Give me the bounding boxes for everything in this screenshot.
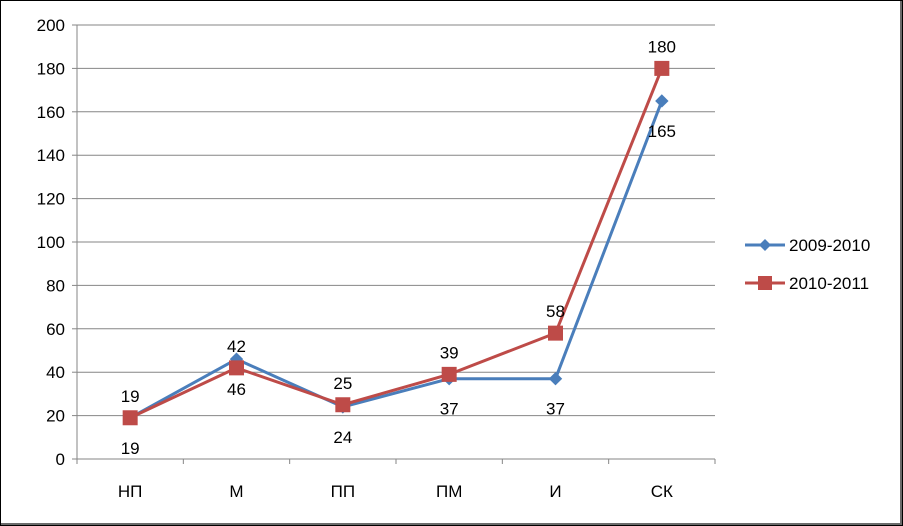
x-tick-label-2: ПП [331,482,355,501]
x-axis-tick-labels: НП М ПП ПМ И СК [118,482,673,501]
legend-marker-0 [759,239,771,251]
marker-s0-5 [655,94,669,108]
data-label-s1-1: 42 [227,337,246,356]
marker-s1-5 [654,60,670,76]
legend-marker-1 [758,276,772,290]
marker-s1-3 [441,366,457,382]
y-tick-label-180: 180 [37,59,65,78]
x-tick-label-4: И [549,482,561,501]
x-tick-label-0: НП [118,482,143,501]
series-line-0 [129,100,664,420]
data-label-s0-0: 19 [121,387,140,406]
series-line-1 [129,67,664,420]
data-label-s1-3: 39 [440,343,459,362]
x-tick-label-1: М [229,482,243,501]
data-label-s1-0: 19 [121,439,140,458]
marker-s0-4 [548,372,563,386]
series-markers [122,60,670,426]
data-labels: 19 19 42 46 25 24 39 37 58 37 180 165 [121,37,676,457]
data-label-s0-5: 165 [648,122,676,141]
data-label-s0-1: 46 [227,380,246,399]
x-tick-label-5: СК [651,482,673,501]
marker-s1-2 [335,397,351,413]
y-axis-tick-labels: 0 20 40 60 80 100 120 140 160 180 200 [37,16,65,469]
y-tick-label-40: 40 [46,363,65,382]
y-tick-label-200: 200 [37,16,65,35]
legend-label-0: 2009-2010 [789,236,870,255]
data-label-s0-4: 37 [546,400,565,419]
marker-s1-0 [122,410,138,426]
y-tick-label-100: 100 [37,233,65,252]
y-tick-label-20: 20 [46,407,65,426]
data-label-s1-4: 58 [546,302,565,321]
data-label-s0-2: 24 [333,428,352,447]
marker-s1-1 [229,360,244,376]
y-tick-label-120: 120 [37,190,65,209]
data-label-s0-3: 37 [440,400,459,419]
series-lines [129,67,664,420]
legend-label-1: 2010-2011 [789,274,869,293]
axes [72,24,716,464]
data-label-s1-2: 25 [333,374,352,393]
y-tick-label-140: 140 [37,146,65,165]
y-tick-label-160: 160 [37,103,65,122]
x-tick-label-3: ПМ [436,482,462,501]
data-label-s1-5: 180 [648,37,676,56]
marker-s1-4 [548,325,563,341]
y-tick-label-80: 80 [46,276,65,295]
y-tick-label-60: 60 [46,320,65,339]
gridlines [77,24,715,417]
legend: 2009-2010 2010-2011 [745,236,870,293]
y-tick-label-0: 0 [56,450,65,469]
